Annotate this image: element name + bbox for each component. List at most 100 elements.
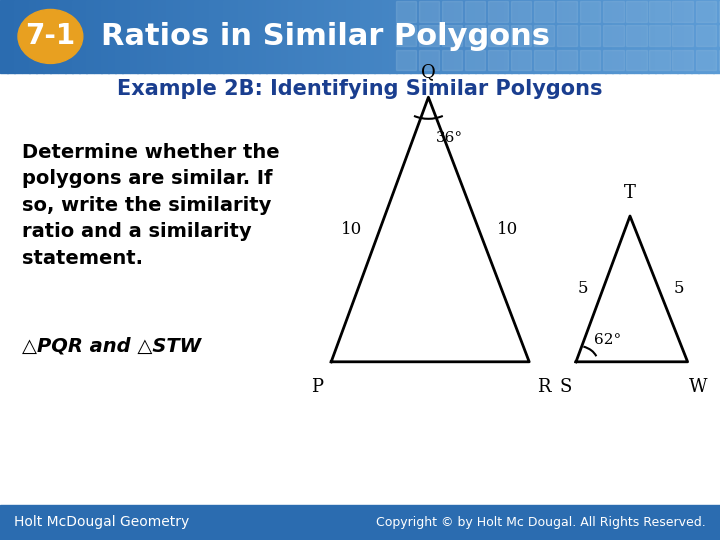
- Bar: [130, 0, 138, 73]
- Bar: [259, 0, 267, 73]
- Bar: [425, 0, 433, 73]
- Bar: [511, 25, 531, 46]
- Bar: [108, 0, 116, 73]
- Bar: [475, 0, 483, 73]
- Bar: [454, 0, 462, 73]
- Bar: [396, 1, 416, 22]
- Bar: [670, 0, 678, 73]
- Bar: [419, 50, 439, 70]
- Bar: [684, 0, 692, 73]
- Text: S: S: [559, 378, 572, 396]
- Bar: [419, 1, 439, 22]
- Bar: [533, 0, 541, 73]
- Bar: [281, 0, 289, 73]
- Text: 10: 10: [497, 221, 518, 238]
- Bar: [672, 25, 693, 46]
- Bar: [696, 25, 716, 46]
- Bar: [511, 0, 519, 73]
- Bar: [374, 0, 382, 73]
- Bar: [29, 0, 37, 73]
- Bar: [603, 25, 624, 46]
- Bar: [557, 25, 577, 46]
- Bar: [0, 505, 720, 540]
- Bar: [461, 0, 469, 73]
- Text: 7-1: 7-1: [25, 23, 76, 50]
- Text: T: T: [624, 185, 636, 202]
- Bar: [230, 0, 238, 73]
- Ellipse shape: [18, 10, 83, 63]
- Text: Copyright © by Holt Mc Dougal. All Rights Reserved.: Copyright © by Holt Mc Dougal. All Right…: [376, 516, 706, 529]
- Bar: [238, 0, 246, 73]
- Bar: [534, 50, 554, 70]
- Bar: [389, 0, 397, 73]
- Bar: [598, 0, 606, 73]
- Text: W: W: [689, 378, 708, 396]
- Bar: [180, 0, 188, 73]
- Text: △PQR and △STW: △PQR and △STW: [22, 336, 201, 355]
- Bar: [490, 0, 498, 73]
- Bar: [497, 0, 505, 73]
- Bar: [194, 0, 202, 73]
- Bar: [442, 50, 462, 70]
- Bar: [488, 1, 508, 22]
- Bar: [94, 0, 102, 73]
- Bar: [209, 0, 217, 73]
- Text: R: R: [537, 378, 550, 396]
- Bar: [649, 50, 670, 70]
- Bar: [649, 1, 670, 22]
- Bar: [216, 0, 224, 73]
- Bar: [672, 1, 693, 22]
- Bar: [634, 0, 642, 73]
- Bar: [612, 0, 620, 73]
- Bar: [465, 50, 485, 70]
- Bar: [641, 0, 649, 73]
- Bar: [122, 0, 130, 73]
- Bar: [511, 50, 531, 70]
- Bar: [360, 0, 368, 73]
- Bar: [713, 0, 720, 73]
- Bar: [137, 0, 145, 73]
- Bar: [605, 0, 613, 73]
- Bar: [295, 0, 303, 73]
- Bar: [698, 0, 706, 73]
- Bar: [419, 25, 439, 46]
- Bar: [22, 0, 30, 73]
- Bar: [696, 1, 716, 22]
- Bar: [403, 0, 411, 73]
- Bar: [439, 0, 447, 73]
- Bar: [569, 0, 577, 73]
- Bar: [626, 50, 647, 70]
- Bar: [36, 0, 44, 73]
- Bar: [465, 25, 485, 46]
- Bar: [648, 0, 656, 73]
- Text: Ratios in Similar Polygons: Ratios in Similar Polygons: [101, 22, 550, 51]
- Text: Determine whether the
polygons are similar. If
so, write the similarity
ratio an: Determine whether the polygons are simil…: [22, 143, 279, 268]
- Bar: [626, 25, 647, 46]
- Bar: [266, 0, 274, 73]
- Bar: [580, 1, 600, 22]
- Text: Example 2B: Identifying Similar Polygons: Example 2B: Identifying Similar Polygons: [117, 79, 603, 99]
- Bar: [626, 1, 647, 22]
- Text: 10: 10: [341, 221, 361, 238]
- Bar: [706, 0, 714, 73]
- Bar: [677, 0, 685, 73]
- Bar: [187, 0, 195, 73]
- Bar: [310, 0, 318, 73]
- Bar: [534, 25, 554, 46]
- Bar: [86, 0, 94, 73]
- Bar: [557, 1, 577, 22]
- Bar: [396, 50, 416, 70]
- Bar: [557, 50, 577, 70]
- Bar: [166, 0, 174, 73]
- Bar: [554, 0, 562, 73]
- Bar: [252, 0, 260, 73]
- Bar: [511, 1, 531, 22]
- Bar: [418, 0, 426, 73]
- Bar: [655, 0, 663, 73]
- Bar: [353, 0, 361, 73]
- Bar: [696, 50, 716, 70]
- Bar: [396, 0, 404, 73]
- Bar: [583, 0, 591, 73]
- Bar: [346, 0, 354, 73]
- Bar: [547, 0, 555, 73]
